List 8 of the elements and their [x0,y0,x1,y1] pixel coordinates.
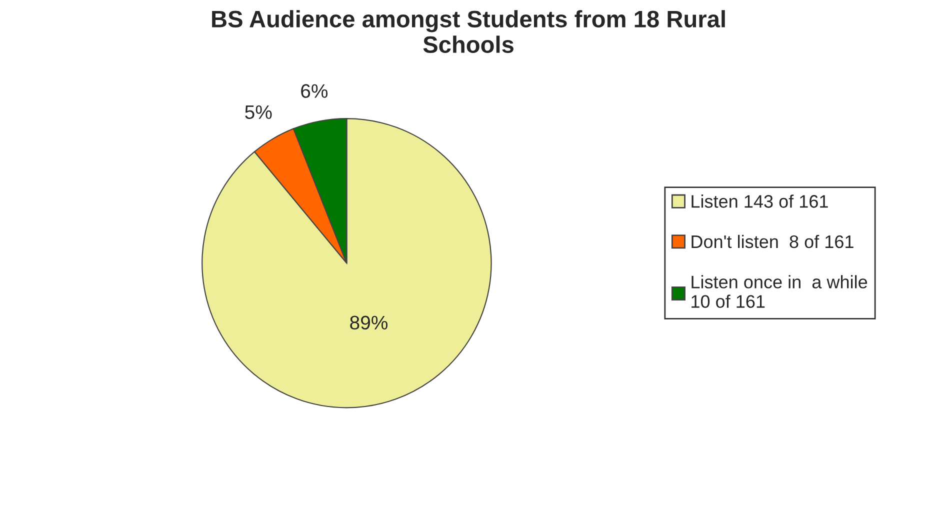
data-label: 89% [350,316,388,330]
pie-slice [202,118,492,408]
legend-label: Listen 143 of 161 [692,194,828,208]
data-label: 6% [301,84,328,98]
legend-label: Don't listen 8 of 161 [692,234,854,248]
chart-title: BS Audience amongst Students from 18 Rural Schools [212,10,725,53]
legend-label: Listen once in a while 10 of 161 [692,275,868,308]
data-label: 5% [245,105,272,120]
